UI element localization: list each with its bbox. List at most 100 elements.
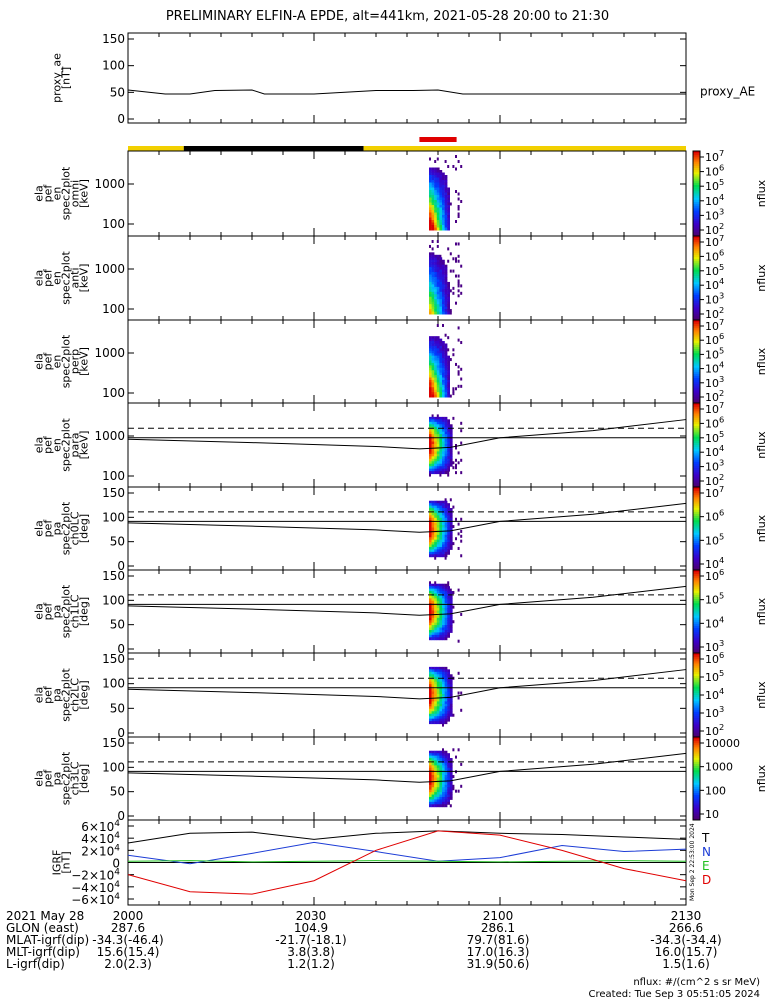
spectrogram-pixel-pef-en-anti bbox=[436, 259, 440, 263]
ylabel-proxy-ae: proxy_ae[nT] bbox=[51, 53, 73, 103]
spectrogram-pixel-pef-en-perp bbox=[434, 379, 437, 383]
ylabel-pef-en-para-line: spec2plot bbox=[60, 418, 73, 472]
colorbar-cell-pef-en-perp bbox=[693, 326, 700, 329]
spectrogram-pixel-pef-en-omni bbox=[455, 190, 457, 193]
spectrogram-pixel-pef-pa-ch1 bbox=[434, 591, 437, 594]
spectrogram-pixel-pef-pa-ch3 bbox=[436, 753, 440, 757]
panel-frame-pef-pa-ch2 bbox=[127, 652, 687, 738]
science-zone-bar bbox=[419, 137, 457, 142]
spectrogram-pixel-pef-en-anti bbox=[431, 304, 435, 308]
ytick-label-pef-pa-ch0: 0 bbox=[117, 559, 125, 573]
spectrogram-pixel-pef-pa-ch3 bbox=[439, 787, 443, 791]
spectrogram-pixel-pef-pa-ch3 bbox=[447, 784, 450, 788]
colorbar-cell-pef-pa-ch2 bbox=[693, 688, 700, 692]
colorbar-cell-pef-en-anti bbox=[693, 296, 700, 300]
spectrogram-pixel-pef-en-perp bbox=[439, 353, 443, 357]
colorbar-cell-pef-pa-ch2 bbox=[693, 680, 700, 683]
spectrogram-pixel-pef-en-para bbox=[439, 463, 443, 467]
spectrogram-pixel-pef-pa-ch2 bbox=[434, 669, 437, 673]
spectrogram-pixel-pef-en-para bbox=[447, 441, 450, 445]
colorbar-cell-pef-en-anti bbox=[693, 307, 700, 310]
spectrogram-pixel-pef-en-anti bbox=[429, 274, 432, 278]
spectrogram-pixel-pef-en-omni bbox=[429, 187, 432, 191]
spectrogram-pixel-pef-en-anti bbox=[429, 306, 432, 310]
spectrogram-pixel-pef-en-omni bbox=[429, 177, 432, 181]
spectrogram-pixel-pef-en-omni bbox=[431, 210, 435, 213]
spectrogram-pixel-pef-en-anti bbox=[457, 289, 460, 293]
spectrogram-pixel-pef-en-para bbox=[447, 439, 450, 443]
spectrogram-pixel-pef-pa-ch2 bbox=[429, 669, 432, 673]
spectrogram-pixel-pef-pa-ch2 bbox=[434, 676, 437, 680]
spectrogram-pixel-pef-pa-ch2 bbox=[429, 666, 432, 670]
spectrogram-pixel-pef-pa-ch1 bbox=[449, 612, 453, 616]
spectrogram-pixel-pef-pa-ch0 bbox=[436, 525, 440, 528]
spectrogram-pixel-pef-en-para bbox=[431, 434, 435, 438]
colorbar-cell-pef-en-anti bbox=[693, 309, 700, 313]
spectrogram-pixel-pef-pa-ch3 bbox=[444, 760, 448, 764]
colorbar-cell-pef-en-omni bbox=[693, 180, 700, 184]
spectrogram-pixel-pef-en-omni bbox=[429, 225, 432, 228]
spectrogram-pixel-pef-en-perp bbox=[431, 367, 435, 371]
spectrogram-pixel-pef-en-perp bbox=[447, 348, 450, 352]
spectrogram-pixel-pef-pa-ch3 bbox=[436, 792, 440, 796]
footer-created: Created: Tue Sep 3 05:51:05 2024 bbox=[588, 989, 761, 1000]
spectrogram-pixel-pef-pa-ch2 bbox=[431, 669, 435, 673]
spectrogram-pixel-pef-pa-ch1 bbox=[431, 634, 435, 638]
spectrogram-pixel-pef-en-perp bbox=[434, 392, 437, 396]
loss-cone-line-pef-pa-ch2 bbox=[127, 669, 687, 700]
spectrogram-pixel-pef-en-perp bbox=[447, 365, 450, 369]
colorbar-cell-pef-pa-ch0 bbox=[693, 507, 700, 511]
igrf-T-line bbox=[127, 830, 687, 844]
spectrogram-pixel-pef-pa-ch2 bbox=[460, 708, 463, 712]
colorbar-cell-pef-en-perp bbox=[693, 346, 700, 350]
spectrogram-pixel-pef-pa-ch3 bbox=[449, 762, 453, 766]
spectrogram-pixel-pef-en-para bbox=[447, 473, 450, 477]
sunlight-bar-eclipse bbox=[183, 146, 364, 151]
spectrogram-pixel-pef-en-omni bbox=[447, 217, 450, 221]
spectrogram-pixel-pef-pa-ch1 bbox=[442, 625, 445, 629]
spectrogram-pixel-pef-en-omni bbox=[431, 205, 435, 208]
ytick-label-pef-pa-ch1: 0 bbox=[117, 642, 125, 656]
colorbar-cell-pef-en-anti bbox=[693, 261, 700, 264]
spectrogram-pixel-pef-pa-ch2 bbox=[436, 671, 440, 675]
spectrogram-pixel-pef-pa-ch2 bbox=[449, 711, 453, 715]
spectrogram-pixel-pef-pa-ch2 bbox=[429, 689, 432, 693]
spectrogram-pixel-pef-pa-ch0 bbox=[429, 525, 432, 528]
spectrogram-pixel-pef-en-para bbox=[429, 419, 432, 423]
ytick-label-pef-pa-ch2: 150 bbox=[102, 652, 125, 666]
spectrogram-pixel-pef-en-anti bbox=[444, 299, 448, 303]
colorbar-label-pef-pa-ch1: nflux bbox=[755, 597, 768, 625]
spectrogram-pixel-pef-pa-ch3 bbox=[439, 758, 443, 761]
spectrogram-pixel-pef-pa-ch1 bbox=[449, 588, 452, 592]
spectrogram-pixel-pef-en-omni bbox=[449, 202, 452, 206]
spectrogram-pixel-pef-pa-ch0 bbox=[439, 515, 443, 519]
spectrogram-pixel-pef-pa-ch3 bbox=[444, 767, 448, 771]
spectrogram-pixel-pef-en-anti bbox=[457, 281, 460, 285]
colorbar-cell-pef-en-para bbox=[693, 421, 700, 425]
spectrogram-pixel-pef-en-anti bbox=[436, 281, 440, 285]
spectrogram-pixel-pef-pa-ch3 bbox=[442, 758, 445, 761]
colorbar-tick-label-pef-en-para: 103 bbox=[705, 458, 724, 474]
spectrogram-pixel-pef-en-para bbox=[429, 453, 432, 457]
spectrogram-pixel-pef-en-para bbox=[442, 468, 445, 472]
spectrogram-pixel-pef-pa-ch2 bbox=[434, 691, 437, 695]
spectrogram-pixel-pef-pa-ch3 bbox=[429, 765, 432, 769]
colorbar-label-pef-en-para: nflux bbox=[755, 431, 768, 459]
spectrogram-pixel-pef-en-anti bbox=[434, 274, 437, 278]
spectrogram-pixel-pef-en-perp bbox=[439, 341, 443, 344]
spectrogram-pixel-pef-en-perp bbox=[431, 394, 435, 398]
spectrogram-pixel-pef-pa-ch2 bbox=[429, 671, 432, 675]
spectrogram-pixel-pef-en-perp bbox=[436, 370, 440, 374]
spectrogram-pixel-pef-pa-ch0 bbox=[431, 525, 435, 528]
spectrogram-pixel-pef-en-perp bbox=[429, 360, 432, 364]
spectrogram-pixel-pef-pa-ch0 bbox=[429, 522, 432, 526]
spectrogram-pixel-pef-en-perp bbox=[434, 389, 437, 393]
spectrogram-pixel-pef-pa-ch2 bbox=[434, 679, 437, 683]
spectrogram-pixel-pef-en-anti bbox=[429, 272, 432, 276]
spectrogram-pixel-pef-en-perp bbox=[436, 375, 440, 379]
colorbar-cell-pef-en-omni bbox=[693, 168, 700, 171]
spectrogram-pixel-pef-pa-ch2 bbox=[449, 706, 453, 710]
spectrogram-pixel-pef-en-para bbox=[436, 468, 440, 472]
spectrogram-pixel-pef-en-para bbox=[431, 416, 435, 420]
spectrogram-pixel-pef-pa-ch0 bbox=[436, 532, 440, 536]
